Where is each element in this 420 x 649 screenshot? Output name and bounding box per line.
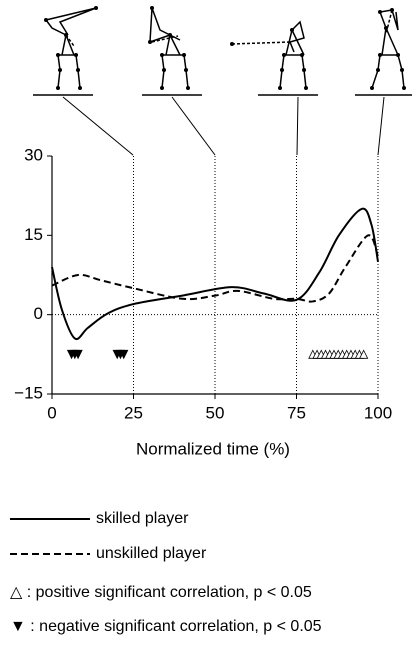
negative-marker <box>119 349 129 360</box>
note: ▼ : negative significant correlation, p … <box>10 618 322 635</box>
pose-figure <box>142 6 202 96</box>
negative-marker <box>73 349 83 360</box>
y-tick-label: 30 <box>24 145 43 164</box>
line-series <box>51 207 379 341</box>
pose-figure <box>230 20 318 96</box>
line-series <box>51 234 379 303</box>
positive-marker <box>359 349 369 359</box>
legend-label: unskilled player <box>96 545 207 562</box>
x-tick-label: 0 <box>47 403 56 422</box>
pose-figure <box>33 6 98 96</box>
y-tick-label: 15 <box>24 225 43 244</box>
note: △ : positive significant correlation, p … <box>10 584 312 601</box>
y-tick-label: 0 <box>34 304 43 323</box>
x-tick-label: 50 <box>206 403 225 422</box>
x-axis-label: Normalized time (%) <box>136 439 290 458</box>
pose-figure <box>355 8 412 96</box>
y-tick-label: −15 <box>14 383 43 402</box>
x-tick-label: 25 <box>124 403 143 422</box>
x-tick-label: 75 <box>287 403 306 422</box>
x-tick-label: 100 <box>364 403 392 422</box>
legend-label: skilled player <box>96 510 189 527</box>
connector <box>62 96 385 156</box>
